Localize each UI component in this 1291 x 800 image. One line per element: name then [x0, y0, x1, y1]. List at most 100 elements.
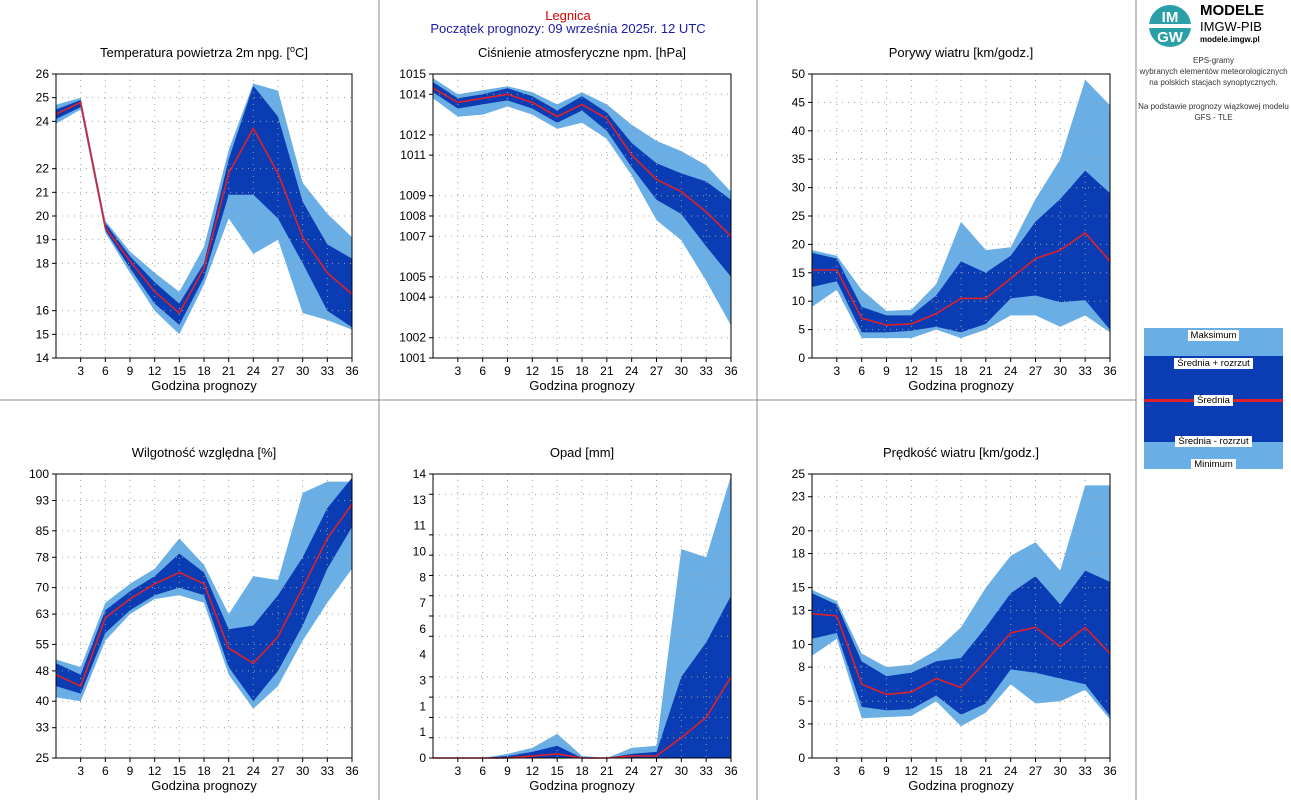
humidity-mean-line — [55, 503, 353, 688]
pressure-title: Ciśnienie atmosferyczne npm. [hPa] — [478, 45, 686, 60]
pressure-xtick-label-7: 24 — [625, 364, 639, 378]
wind-speed-ytick-label-0: 0 — [798, 751, 805, 765]
wind-gusts-ytick-label-0: 0 — [798, 351, 805, 365]
wind-gusts-xtick-label-10: 33 — [1078, 364, 1092, 378]
wind-gusts-ytick-label-7: 35 — [792, 152, 806, 166]
pressure-xtick-label-5: 18 — [575, 364, 589, 378]
temperature-xtick-label-4: 15 — [173, 364, 187, 378]
precipitation-xlabel: Godzina prognozy — [529, 778, 635, 793]
forecast-start: Początek prognozy: 09 września 2025r. 12… — [430, 21, 706, 36]
pressure-xtick-label-6: 21 — [600, 364, 614, 378]
humidity-xtick-label-2: 9 — [127, 764, 134, 778]
temperature-ytick-label-1: 15 — [36, 327, 50, 341]
temperature-ytick-label-7: 22 — [36, 162, 50, 176]
description-line-4: Na podstawie prognozy wiązkowej modelu — [1138, 102, 1289, 111]
description-line-3: na polskich stacjach synoptycznych. — [1149, 78, 1278, 87]
wind-speed-xtick-label-8: 27 — [1029, 764, 1043, 778]
precipitation-xtick-label-11: 36 — [724, 764, 738, 778]
brand-url[interactable]: modele.imgw.pl — [1200, 35, 1260, 44]
precipitation-ytick-label-2: 1 — [419, 699, 426, 713]
humidity-xtick-label-9: 30 — [296, 764, 310, 778]
temperature-ytick-label-4: 19 — [36, 233, 50, 247]
wind-speed-ytick-label-1: 3 — [798, 717, 805, 731]
wind-gusts-xtick-label-3: 12 — [905, 364, 919, 378]
wind-speed-xtick-label-4: 15 — [929, 764, 943, 778]
temperature-xtick-label-0: 3 — [77, 364, 84, 378]
wind-gusts-ytick-label-2: 10 — [792, 294, 806, 308]
brand-subtitle: IMGW-PIB — [1200, 19, 1262, 34]
wind-gusts-ytick-label-8: 40 — [792, 124, 806, 138]
precipitation-ytick-label-11: 14 — [413, 467, 427, 481]
precipitation-xtick-label-2: 9 — [504, 764, 511, 778]
precipitation-xtick-label-3: 12 — [526, 764, 540, 778]
temperature-ytick-label-3: 18 — [36, 256, 50, 270]
pressure-ytick-label-7: 1011 — [400, 148, 426, 162]
wind-gusts-ytick-label-4: 20 — [792, 237, 806, 251]
wind-gusts-xtick-label-6: 21 — [979, 364, 993, 378]
pressure-xtick-label-11: 36 — [724, 364, 738, 378]
precipitation-ytick-label-6: 7 — [419, 596, 426, 610]
wind-speed-xtick-label-1: 6 — [858, 764, 865, 778]
temperature-ytick-label-5: 20 — [36, 209, 50, 223]
wind-speed-xtick-label-7: 24 — [1004, 764, 1018, 778]
humidity-ytick-label-5: 63 — [36, 607, 50, 621]
humidity-xtick-label-0: 3 — [77, 764, 84, 778]
wind-gusts-ytick-label-1: 5 — [798, 323, 805, 337]
temperature-xtick-label-7: 24 — [247, 364, 261, 378]
pressure-xtick-label-3: 12 — [526, 364, 540, 378]
temperature-ytick-label-9: 25 — [36, 91, 50, 105]
legend-mean-label: Średnia — [1144, 395, 1283, 406]
pressure-ytick-label-5: 1008 — [399, 209, 426, 223]
temperature-ytick-label-8: 24 — [36, 114, 50, 128]
wind-speed-ytick-label-6: 15 — [792, 581, 806, 595]
wind-gusts-xlabel: Godzina prognozy — [908, 378, 1014, 393]
precipitation-xtick-label-4: 15 — [550, 764, 564, 778]
pressure-xtick-label-1: 6 — [479, 364, 486, 378]
humidity-ytick-label-1: 33 — [36, 721, 50, 735]
wind-gusts-ytick-label-6: 30 — [792, 181, 806, 195]
pressure-xtick-label-2: 9 — [504, 364, 511, 378]
wind-gusts-mean-line — [812, 231, 1111, 326]
humidity-ytick-label-2: 40 — [36, 694, 50, 708]
humidity-ytick-label-4: 55 — [36, 637, 50, 651]
wind-speed-ytick-label-4: 10 — [792, 637, 806, 651]
wind-gusts-xtick-label-5: 18 — [954, 364, 968, 378]
temperature-mean-line — [55, 101, 353, 315]
wind-speed-mean-line — [811, 612, 1111, 696]
wind-gusts-xtick-label-7: 24 — [1004, 364, 1018, 378]
logo-text-top: IM — [1162, 9, 1179, 26]
precipitation-ytick-label-7: 8 — [419, 570, 426, 584]
temperature-xtick-label-3: 12 — [148, 364, 162, 378]
brand-title: MODELE — [1200, 2, 1265, 19]
wind-speed-title: Prędkość wiatru [km/godz.] — [883, 445, 1039, 460]
humidity-spread-band — [56, 477, 352, 702]
description-line-1: EPS-gramy — [1193, 56, 1234, 65]
pressure-ytick-label-6: 1009 — [399, 189, 426, 203]
wind-gusts-ytick-label-10: 50 — [792, 67, 806, 81]
precipitation-ytick-label-1: 1 — [419, 725, 426, 739]
humidity-xtick-label-10: 33 — [321, 764, 335, 778]
wind-speed-xtick-label-10: 33 — [1078, 764, 1092, 778]
pressure-xlabel: Godzina prognozy — [529, 378, 635, 393]
wind-gusts-xtick-label-11: 36 — [1103, 364, 1117, 378]
temperature-xtick-label-1: 6 — [102, 364, 109, 378]
temperature-ytick-label-2: 16 — [36, 304, 50, 318]
temperature-xtick-label-5: 18 — [197, 364, 211, 378]
humidity-title: Wilgotność względna [%] — [132, 445, 277, 460]
humidity-ytick-label-7: 78 — [36, 550, 50, 564]
wind-gusts-xtick-label-9: 30 — [1054, 364, 1068, 378]
pressure-xtick-label-0: 3 — [454, 364, 461, 378]
wind-gusts-xtick-label-4: 15 — [929, 364, 943, 378]
wind-gusts-xtick-label-1: 6 — [858, 364, 865, 378]
precipitation-ytick-label-10: 13 — [413, 493, 427, 507]
precipitation-ytick-label-8: 10 — [413, 544, 427, 558]
humidity-ytick-label-9: 93 — [36, 494, 50, 508]
description-line-2: wybranych elementów meteorologicznych — [1139, 67, 1288, 76]
wind-speed-xtick-label-5: 18 — [954, 764, 968, 778]
humidity-ytick-label-6: 70 — [36, 581, 50, 595]
precipitation-ytick-label-4: 4 — [419, 648, 426, 662]
legend-min-label: Minimum — [1144, 459, 1283, 470]
